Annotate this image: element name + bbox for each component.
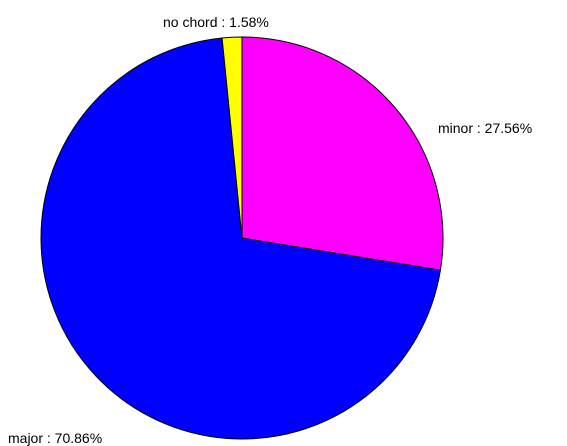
slice-label-minor: minor : 27.56% <box>438 120 532 136</box>
pie-slice-minor <box>241 36 444 271</box>
pie-slice-major <box>40 37 441 440</box>
pie-slices <box>40 36 444 440</box>
slice-label-no-chord: no chord : 1.58% <box>163 14 269 30</box>
pie-labels: minor : 27.56% major : 70.86% no chord : 1… <box>8 14 532 446</box>
pie-slice-no-chord <box>221 36 243 239</box>
slice-label-major: major : 70.86% <box>8 430 102 446</box>
